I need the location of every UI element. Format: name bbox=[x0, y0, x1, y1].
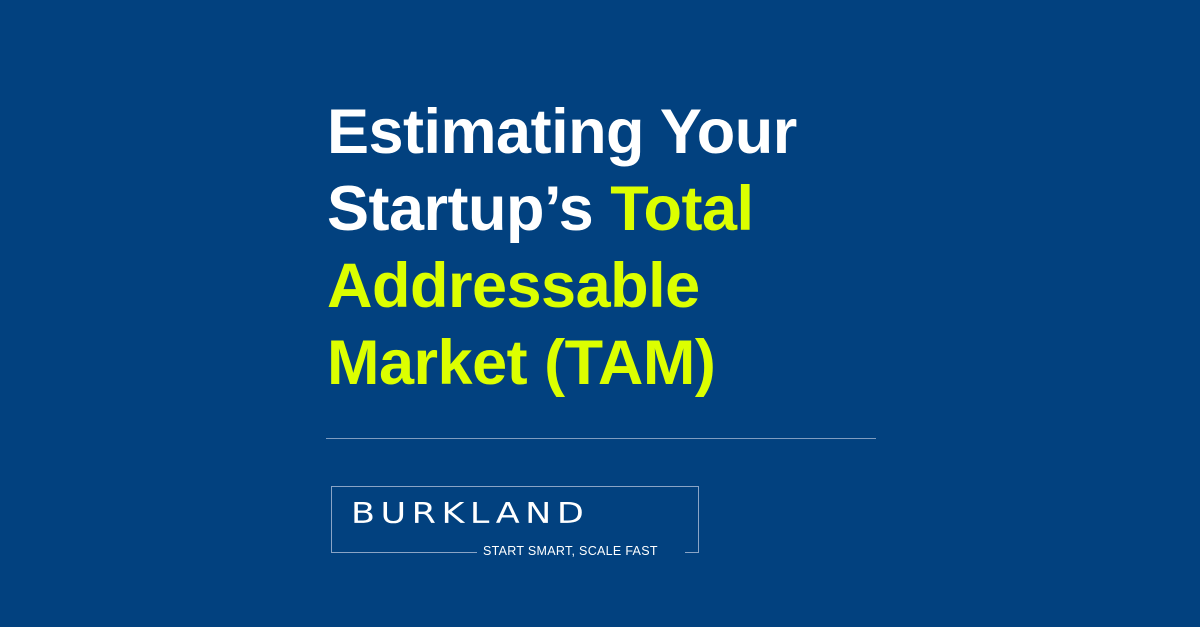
burkland-logo: BURKLAND START SMART, SCALE FAST bbox=[331, 486, 699, 558]
headline: Estimating Your Startup’s Total Addressa… bbox=[327, 94, 797, 402]
logo-frame-bottom-right bbox=[685, 552, 699, 553]
logo-frame bbox=[331, 486, 699, 553]
headline-line-3: Addressable bbox=[327, 251, 700, 321]
logo-tagline: START SMART, SCALE FAST bbox=[483, 544, 658, 558]
divider bbox=[326, 438, 876, 439]
headline-line-4: Market (TAM) bbox=[327, 328, 716, 398]
headline-line-2: Startup’s bbox=[327, 174, 611, 244]
headline-highlight-total: Total bbox=[610, 174, 754, 244]
logo-frame-bottom-left bbox=[331, 552, 477, 553]
logo-wordmark: BURKLAND bbox=[351, 497, 590, 531]
headline-line-1: Estimating Your bbox=[327, 97, 797, 167]
